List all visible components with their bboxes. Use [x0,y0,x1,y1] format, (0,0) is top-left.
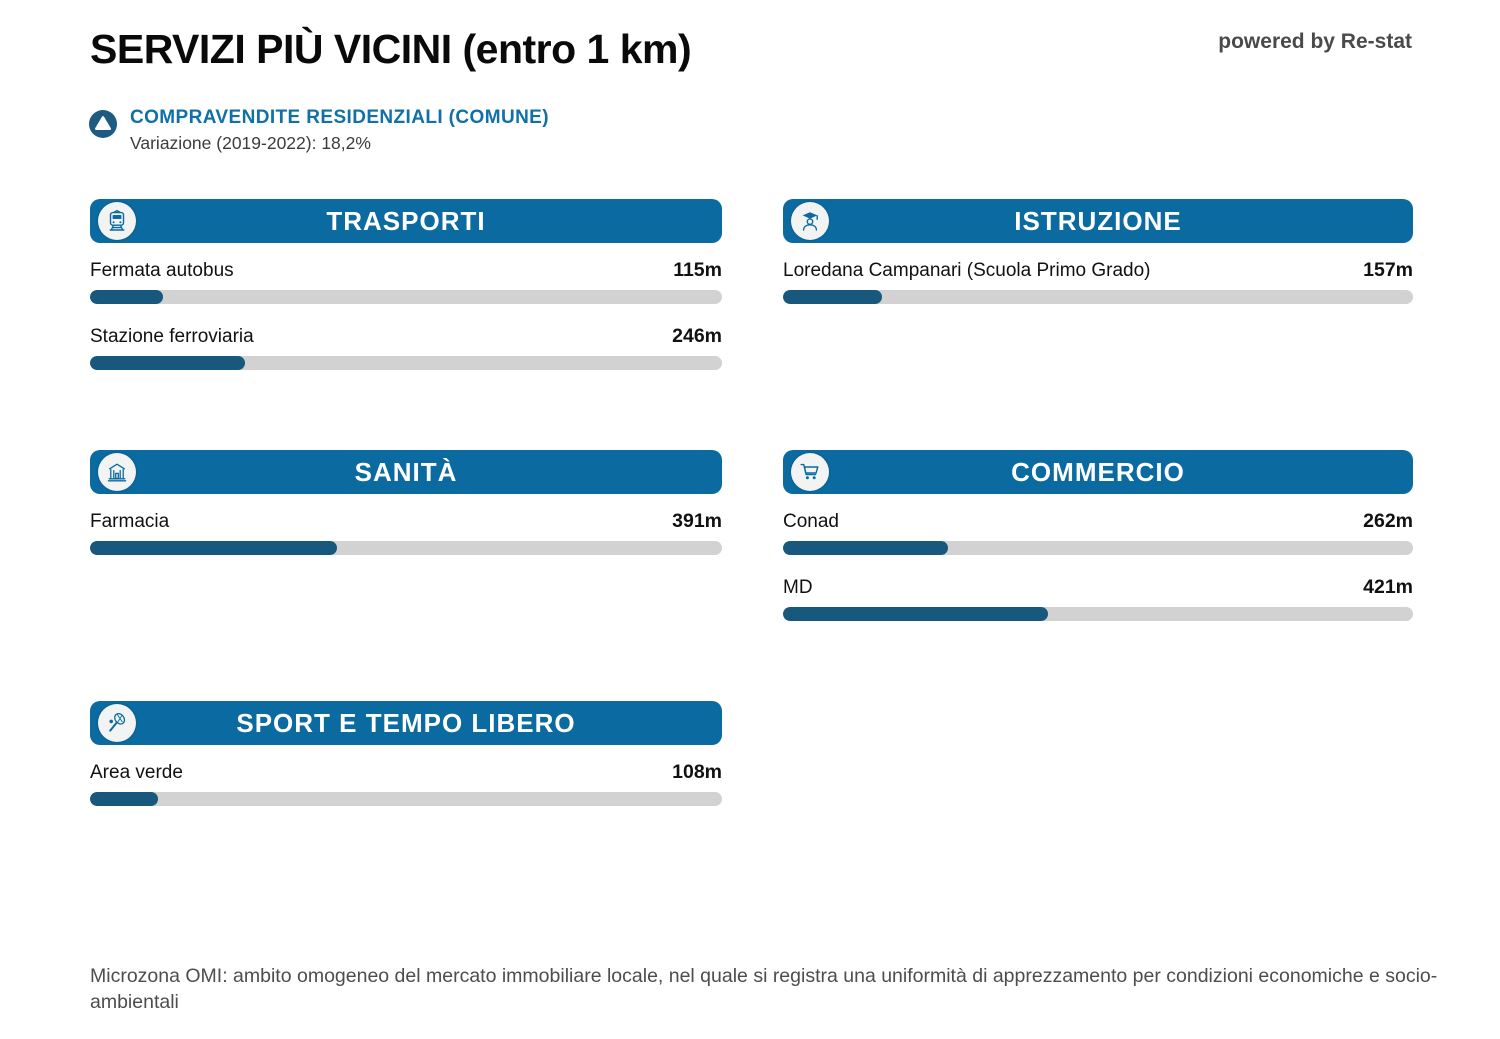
service-name: Fermata autobus [90,260,234,281]
powered-by-label: powered by Re-stat [1218,30,1412,53]
distance-bar-track [90,356,722,370]
distance-bar-fill [90,290,163,304]
service-distance: 108m [672,761,722,783]
graduate-icon [791,202,829,240]
service-name: Stazione ferroviaria [90,326,254,347]
distance-bar-fill [783,541,949,555]
service-row: Conad 262m [783,510,1413,555]
service-name: MD [783,577,813,598]
up-triangle-icon [88,109,118,139]
service-row: Area verde 108m [90,761,722,806]
section-trasporti: TRASPORTI Fermata autobus 115m Stazione … [90,199,722,370]
service-distance: 115m [673,259,722,281]
section-title: COMMERCIO [1011,456,1185,487]
section-istruzione: ISTRUZIONE Loredana Campanari (Scuola Pr… [783,199,1413,304]
section-sport: SPORT E TEMPO LIBERO Area verde 108m [90,701,722,806]
distance-bar-fill [90,356,246,370]
service-row: Fermata autobus 115m [90,259,722,304]
cart-icon [791,453,829,491]
page-title: SERVIZI PIÙ VICINI (entro 1 km) [90,26,692,72]
service-row: Stazione ferroviaria 246m [90,325,722,370]
service-distance: 421m [1363,576,1413,598]
distance-bar-track [90,541,722,555]
hospital-icon [98,453,136,491]
service-name: Farmacia [90,511,170,532]
distance-bar-track [783,290,1413,304]
microzona-footnote: Microzona OMI: ambito omogeneo del merca… [90,965,1438,1014]
section-sanita: SANITÀ Farmacia 391m [90,450,722,555]
service-row: MD 421m [783,576,1413,621]
service-distance: 262m [1363,510,1413,532]
section-header-trasporti: TRASPORTI [90,199,722,243]
distance-bar-fill [90,541,338,555]
section-title: SPORT E TEMPO LIBERO [236,707,576,738]
service-row: Farmacia 391m [90,510,722,555]
distance-bar-fill [90,792,159,806]
section-title: SANITÀ [354,456,458,487]
train-icon [98,202,136,240]
distance-bar-fill [783,290,882,304]
section-header-commercio: COMMERCIO [783,450,1413,494]
service-distance: 246m [672,325,722,347]
service-name: Area verde [90,762,183,783]
service-row: Loredana Campanari (Scuola Primo Grado) … [783,259,1413,304]
distance-bar-track [783,607,1413,621]
distance-bar-track [90,290,722,304]
section-header-sport: SPORT E TEMPO LIBERO [90,701,722,745]
section-commercio: COMMERCIO Conad 262m MD 421m [783,450,1413,621]
tennis-racket-icon [98,704,136,742]
distance-bar-fill [783,607,1049,621]
section-title: ISTRUZIONE [1014,205,1182,236]
distance-bar-track [90,792,722,806]
service-name: Loredana Campanari (Scuola Primo Grado) [783,260,1151,281]
distance-bar-track [783,541,1413,555]
residential-sales-summary: COMPRAVENDITE RESIDENZIALI (COMUNE) Vari… [88,107,549,154]
section-header-sanita: SANITÀ [90,450,722,494]
service-distance: 157m [1363,259,1413,281]
section-title: TRASPORTI [326,205,486,236]
section-header-istruzione: ISTRUZIONE [783,199,1413,243]
service-name: Conad [783,511,839,532]
summary-title: COMPRAVENDITE RESIDENZIALI (COMUNE) [130,107,549,128]
summary-variation: Variazione (2019-2022): 18,2% [130,133,371,153]
service-distance: 391m [672,510,722,532]
